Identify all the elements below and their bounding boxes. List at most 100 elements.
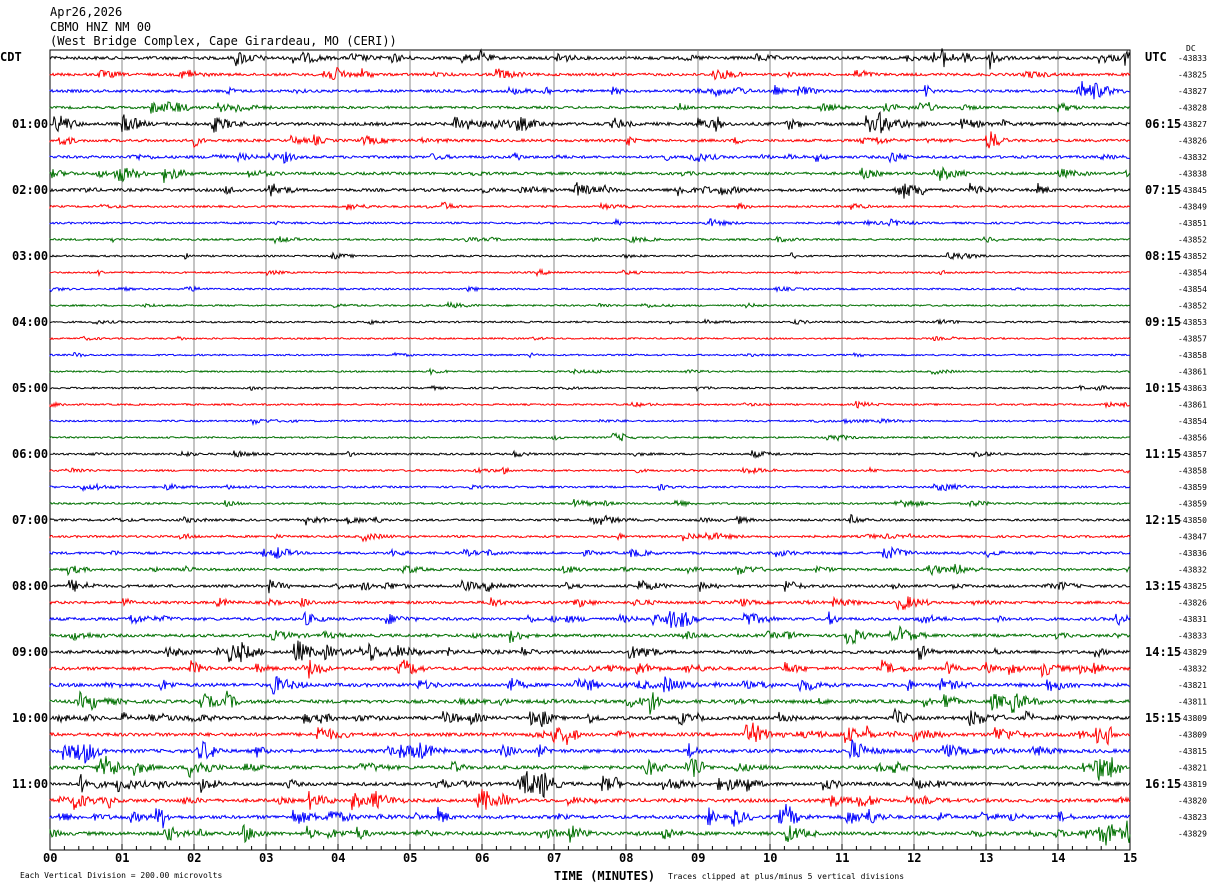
dc-offset-label: -43836 [1178, 549, 1207, 558]
seismic-trace [49, 788, 1131, 811]
seismic-trace [49, 400, 1131, 409]
dc-offset-label: -43833 [1178, 632, 1207, 641]
location-label: (West Bridge Complex, Cape Girardeau, MO… [50, 34, 397, 48]
seismic-trace [49, 318, 1131, 326]
dc-offset-label: -43854 [1178, 285, 1207, 294]
dc-offset-label: -43821 [1178, 764, 1207, 773]
x-tick-label: 03 [259, 851, 273, 865]
seismic-trace [49, 165, 1131, 183]
dc-offset-label: -43861 [1178, 368, 1207, 377]
x-tick-label: 12 [907, 851, 921, 865]
dc-offset-label: -43838 [1178, 170, 1207, 179]
dc-offset-label: -43809 [1178, 731, 1207, 740]
utc-hour-label: 10:15 [1145, 381, 1181, 395]
seismic-trace [49, 707, 1131, 728]
cdt-hour-label: 02:00 [12, 183, 48, 197]
seismic-trace [49, 675, 1131, 695]
plot-frame [49, 49, 1131, 851]
dc-offset-label: -43857 [1178, 450, 1207, 459]
seismic-trace [49, 804, 1131, 829]
dc-offset-label: -43832 [1178, 566, 1207, 575]
seismic-trace [49, 432, 1131, 442]
cdt-hour-label: 04:00 [12, 315, 48, 329]
x-tick-label: 08 [619, 851, 633, 865]
dc-offset-label: -43809 [1178, 714, 1207, 723]
x-tick-label: 06 [475, 851, 489, 865]
x-tick-label: 10 [763, 851, 777, 865]
dc-offset-label: -43811 [1178, 698, 1207, 707]
dc-offset-label: -43815 [1178, 747, 1207, 756]
cdt-hour-label: 08:00 [12, 579, 48, 593]
seismic-trace [49, 101, 1131, 114]
x-axis-title: TIME (MINUTES) [554, 869, 655, 883]
x-tick-label: 02 [187, 851, 201, 865]
dc-offset-label: -43858 [1178, 467, 1207, 476]
x-tick-label: 01 [115, 851, 129, 865]
left-timezone: CDT [0, 50, 22, 64]
dc-offset-label: -43858 [1178, 351, 1207, 360]
seismic-trace [49, 625, 1131, 646]
dc-offset-label: -43851 [1178, 219, 1207, 228]
seismic-trace [49, 335, 1131, 342]
seismic-trace [49, 268, 1131, 278]
seismic-trace [49, 300, 1131, 309]
utc-hour-label: 15:15 [1145, 711, 1181, 725]
dc-offset-label: -43852 [1178, 302, 1207, 311]
utc-hour-label: 13:15 [1145, 579, 1181, 593]
utc-hour-label: 08:15 [1145, 249, 1181, 263]
seismic-trace [49, 151, 1131, 164]
seismic-trace [49, 81, 1131, 100]
date-label: Apr26,2026 [50, 5, 122, 19]
dc-offset-label: -43829 [1178, 830, 1207, 839]
dc-offset-label: -43825 [1178, 71, 1207, 80]
seismic-trace [49, 640, 1130, 663]
dc-offset-label: -43833 [1178, 54, 1207, 63]
seismic-trace [49, 659, 1131, 679]
seismic-trace [49, 367, 1131, 377]
dc-offset-label: -43821 [1178, 681, 1207, 690]
time-labels: -43833 -43825 -43827 -43828 -43827 -43826 -438… [12, 54, 1207, 839]
dc-offset-label: -43845 [1178, 186, 1207, 195]
dc-offset-label: -43854 [1178, 269, 1207, 278]
seismic-trace [49, 201, 1130, 211]
seismic-trace [49, 235, 1130, 245]
dc-offset-label: -43826 [1178, 599, 1207, 608]
dc-offset-label: -43832 [1178, 153, 1207, 162]
utc-hour-label: 11:15 [1145, 447, 1181, 461]
dc-offset-label: -43827 [1178, 120, 1207, 129]
seismic-trace [49, 66, 1131, 81]
seismic-trace [49, 285, 1131, 293]
dc-offset-label: -43825 [1178, 582, 1207, 591]
dc-offset-label: -43819 [1178, 780, 1207, 789]
dc-offset-label: -43854 [1178, 417, 1207, 426]
seismic-trace [49, 563, 1131, 577]
seismic-trace [49, 513, 1130, 526]
x-tick-label: 14 [1051, 851, 1065, 865]
utc-hour-label: 16:15 [1145, 777, 1181, 791]
cdt-hour-label: 05:00 [12, 381, 48, 395]
seismic-trace [49, 251, 1131, 261]
seismic-trace [49, 739, 1131, 764]
seismic-trace [49, 820, 1131, 846]
seismic-trace [49, 182, 1131, 199]
utc-hour-label: 12:15 [1145, 513, 1181, 527]
seismic-trace [49, 131, 1131, 149]
traces [49, 48, 1131, 846]
seismic-trace [49, 690, 1130, 715]
cdt-hour-label: 06:00 [12, 447, 48, 461]
cdt-hour-label: 10:00 [12, 711, 48, 725]
dc-offset-label: -43861 [1178, 401, 1207, 410]
seismic-trace [49, 722, 1131, 746]
dc-offset-label: -43849 [1178, 203, 1207, 212]
dc-offset-label: -43826 [1178, 137, 1207, 146]
x-tick-label: 07 [547, 851, 561, 865]
seismic-trace [49, 545, 1131, 559]
dc-offset-label: -43859 [1178, 500, 1207, 509]
clip-note: Traces clipped at plus/minus 5 vertical … [668, 872, 904, 881]
dc-offset-label: -43857 [1178, 335, 1207, 344]
cdt-hour-label: 11:00 [12, 777, 48, 791]
dc-offset-label: -43831 [1178, 615, 1207, 624]
seismic-trace [49, 111, 1131, 134]
dc-offset-label: -43829 [1178, 648, 1207, 657]
seismic-trace [49, 48, 1131, 70]
